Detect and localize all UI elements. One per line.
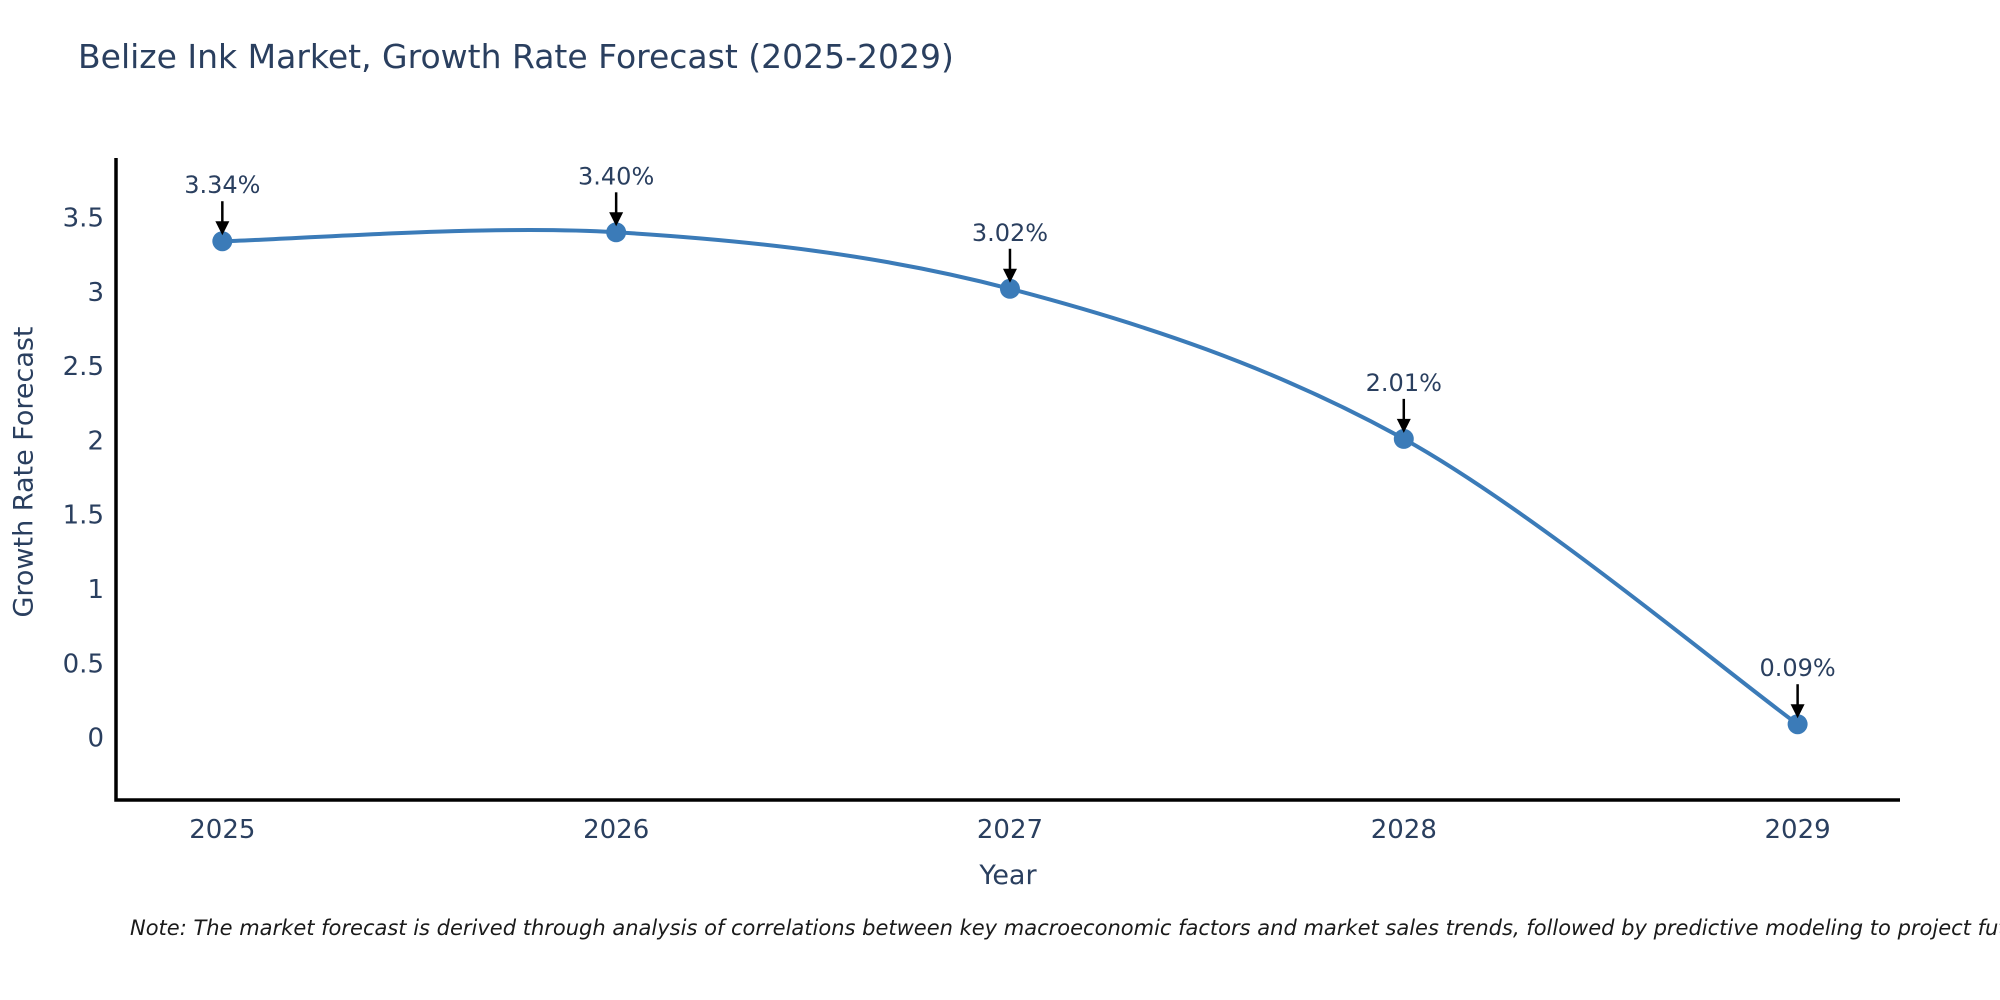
- x-tick-label: 2029: [1765, 815, 1831, 845]
- x-axis-title: Year: [979, 860, 1037, 891]
- annotation-label: 0.09%: [1759, 654, 1835, 682]
- y-tick-label: 1: [87, 575, 104, 605]
- x-tick-label: 2025: [189, 815, 255, 845]
- annotation-arrowhead-icon: [1790, 704, 1805, 719]
- x-tick-label: 2027: [977, 815, 1043, 845]
- annotation-arrowhead-icon: [215, 221, 230, 236]
- y-tick-label: 2: [87, 426, 104, 456]
- y-tick-label: 3: [87, 278, 104, 308]
- y-tick-label: 2.5: [63, 352, 104, 382]
- footnote: Note: The market forecast is derived thr…: [130, 916, 2000, 940]
- series-line: [222, 228, 1799, 726]
- annotation-label: 3.40%: [578, 162, 654, 190]
- y-tick-label: 0: [87, 724, 104, 754]
- annotation-label: 3.02%: [972, 219, 1048, 247]
- data-point-marker: [606, 222, 627, 243]
- data-point-marker: [1393, 428, 1414, 449]
- annotation-arrowhead-icon: [1002, 268, 1017, 283]
- annotation-arrowhead-icon: [1396, 418, 1411, 433]
- x-tick-label: 2028: [1371, 815, 1437, 845]
- y-tick-label: 1.5: [63, 501, 104, 531]
- chart-title: Belize Ink Market, Growth Rate Forecast …: [78, 37, 954, 76]
- annotation-label: 2.01%: [1366, 369, 1442, 397]
- annotation-arrowhead-icon: [609, 212, 624, 227]
- y-tick-label: 0.5: [63, 649, 104, 679]
- data-point-marker: [1787, 714, 1808, 735]
- x-tick-label: 2026: [583, 815, 649, 845]
- y-tick-label: 3.5: [63, 203, 104, 233]
- data-point-marker: [999, 278, 1020, 299]
- annotation-label: 3.34%: [184, 171, 260, 199]
- data-point-marker: [212, 231, 233, 252]
- axis-lines: [114, 158, 1900, 802]
